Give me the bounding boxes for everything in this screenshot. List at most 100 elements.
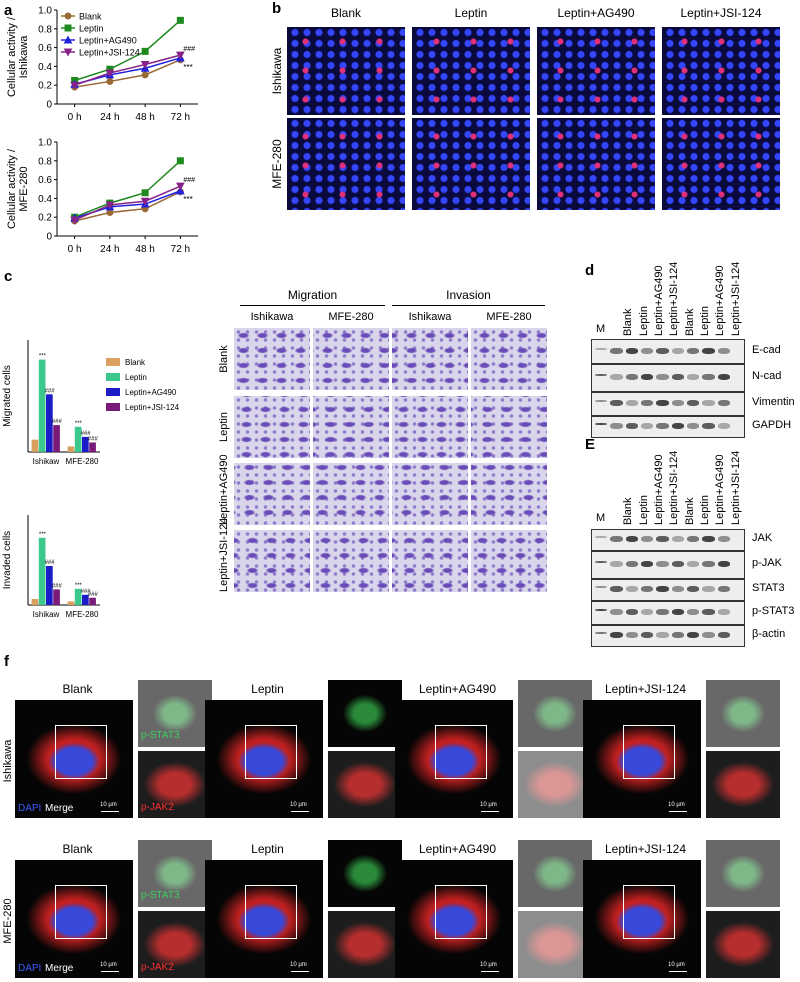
y-tick-label: 0.4 [38,194,52,205]
band [610,609,623,615]
channel-label: p-STAT3 [141,890,180,901]
confocal-green [138,680,212,747]
band [625,561,638,567]
channel-label: p-JAK2 [141,802,174,813]
band [641,586,654,592]
x-tick-label: MFE-280 [66,610,99,619]
band [641,347,654,354]
channel-label: DAPI [18,963,42,974]
marker [70,216,79,225]
band [610,347,623,354]
confocal-green [328,680,402,747]
bar [38,359,46,452]
protein-label: p-STAT3 [752,605,795,617]
band [687,536,700,542]
bar [74,426,82,452]
marker [106,77,114,85]
legend-label: Leptin [79,24,104,34]
protein-label: Vimentin [752,396,795,408]
band [656,586,669,592]
micrograph [537,118,655,210]
annotation: *** [39,532,47,538]
band [595,561,608,563]
marker [63,48,73,57]
bar [67,601,75,605]
group-line [240,305,385,306]
condition-label: Blank [62,842,93,856]
confocal-merge [583,700,701,818]
y-tick-label: 0 [46,232,52,243]
band [595,400,608,402]
y-tick-label: 1.0 [38,6,52,17]
x-tick-label: 24 h [100,112,119,123]
band [595,536,608,538]
lane-label: Leptin+AG490 [714,265,727,336]
micrograph [234,328,310,390]
marker [70,81,79,90]
panel-letter: f [4,653,9,670]
band [717,632,730,638]
bar [67,446,75,452]
marker [141,71,149,79]
x-tick-label: 0 h [68,244,82,255]
band [687,347,700,354]
y-tick-label: 0.2 [38,81,52,92]
marker [176,182,185,191]
chart: Ishikaw MFE-280***###### ***###### [27,515,100,619]
band [717,561,730,567]
marker [176,157,184,165]
lane-label: Blank [622,497,635,525]
annotation: ### [52,583,63,589]
band [656,374,669,380]
lane-label: Blank [683,497,696,525]
band [610,632,623,638]
panel-letter: a [4,2,13,19]
band [671,586,684,592]
confocal-merge [205,700,323,818]
x-tick-label: 24 h [100,244,119,255]
confocal-merge [205,860,323,978]
bar [53,589,60,605]
bar [74,588,82,605]
legend-label: Blank [125,358,146,367]
scale-bar-label: 10 μm [668,962,685,968]
marker [141,47,149,55]
band [687,561,700,567]
band [702,632,715,638]
confocal-green [518,680,592,747]
micrograph [313,328,389,390]
annotation: ### [88,592,99,598]
channel-label: p-STAT3 [141,730,180,741]
confocal-green [518,840,592,907]
confocal-green [138,840,212,907]
lane-label: Leptin [699,495,711,525]
band [656,423,669,429]
band [610,374,623,380]
band [641,536,654,542]
confocal-red [328,751,402,818]
legend-label: Blank [79,12,102,22]
confocal-green [706,680,780,747]
protein-label: STAT3 [752,582,785,594]
scale-bar-label: 10 μm [100,802,117,808]
series-line [74,185,181,221]
y-tick-label: 1.0 [38,138,52,149]
column-label: Blank [330,6,362,20]
protein-label: GAPDH [752,419,792,431]
series-line [74,160,181,218]
roi-box [55,725,107,779]
roi-box [55,885,107,939]
cell-line-label: MFE-280 [486,311,532,323]
y-axis-label: Cellular activity / MFE-280 [6,148,30,230]
bar [53,425,60,452]
band [702,400,715,406]
protein-label: p-JAK [752,557,782,569]
bar [82,594,89,605]
channel-label: Merge [45,963,74,974]
micrograph [234,530,310,592]
micrograph [313,463,389,525]
micrograph [537,27,655,115]
band [687,374,700,380]
protein-label: E-cad [752,343,781,356]
micrograph [412,27,530,115]
